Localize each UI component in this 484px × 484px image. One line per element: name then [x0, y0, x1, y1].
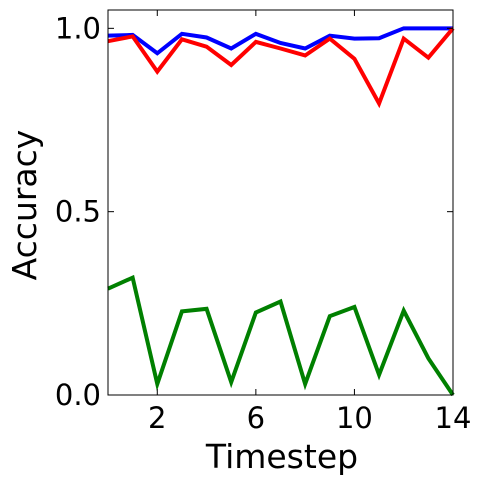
series-line-3 — [107, 274, 455, 397]
series-line-2 — [107, 27, 455, 109]
y-tick-label: 0.5 — [55, 195, 101, 229]
x-tick-label: 2 — [148, 401, 166, 435]
y-tick-label: 1.0 — [55, 11, 101, 45]
x-tick-label: 14 — [435, 401, 472, 435]
series-layer — [107, 26, 455, 397]
x-axis-label: Timestep — [205, 437, 358, 476]
y-tick-label: 0.0 — [55, 378, 101, 412]
y-axis-label: Accuracy — [5, 130, 44, 281]
x-tick-label: 10 — [336, 401, 373, 435]
plot-frame — [107, 9, 454, 396]
x-tick-label: 6 — [247, 401, 265, 435]
series-line-1 — [107, 26, 453, 56]
ticks-layer: 2 6 10 14 0.0 0.5 1.0 — [55, 10, 472, 435]
